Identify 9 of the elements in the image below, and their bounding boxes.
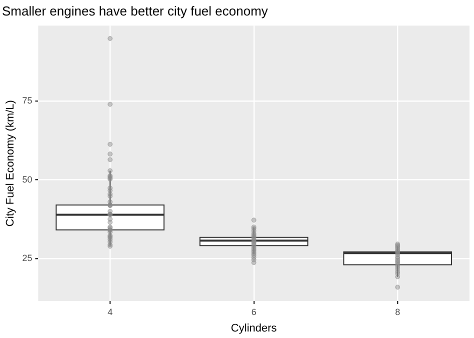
y-tick-label: 25 (22, 252, 32, 263)
y-tick-label: 50 (22, 174, 32, 184)
x-tick-label: 4 (108, 306, 113, 317)
y-axis-title: City Fuel Economy (km/L) (4, 100, 17, 227)
x-axis-title: Cylinders (230, 322, 278, 334)
y-tick-label: 75 (22, 96, 32, 106)
chart-title: Smaller engines have better city fuel economy (2, 3, 268, 18)
x-tick-label: 8 (395, 306, 400, 317)
x-tick-label: 6 (251, 306, 256, 317)
